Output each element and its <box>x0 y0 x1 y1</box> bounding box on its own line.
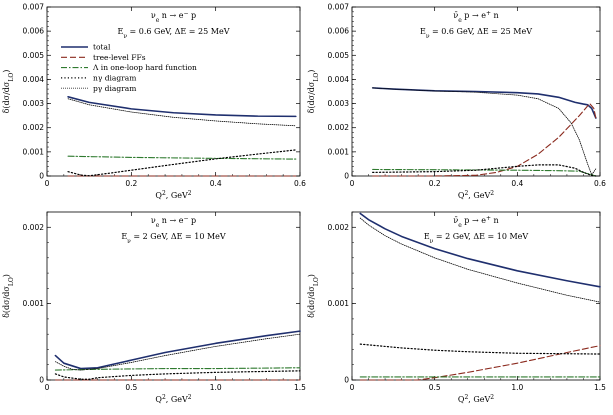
plot-frame <box>351 6 601 177</box>
series-line-ngamma <box>372 164 597 177</box>
x-tick-label: 0.4 <box>511 179 523 188</box>
y-tick-label: 0.002 <box>328 223 350 232</box>
y-axis-label: δ(dσ/dσLO) <box>2 274 15 318</box>
y-tick-label: 0.003 <box>328 99 350 108</box>
y-tick-label: 0 <box>39 376 44 385</box>
series-line-ngamma <box>67 149 297 177</box>
x-axis-label: Q2, GeV2 <box>155 190 191 201</box>
y-tick-label: 0.005 <box>328 51 350 60</box>
series-line-pgamma <box>372 87 597 176</box>
y-axis-label: δ(dσ/dσLO) <box>307 274 320 318</box>
x-tick-label: 0.5 <box>125 383 137 392</box>
x-tick-label: 0 <box>350 179 355 188</box>
y-axis-label: δ(dσ/dσLO) <box>307 70 320 114</box>
chart-panel-top-left: 0 0.2 0.4 0.6 0 0.001 0.002 0.003 0.004 0.005 0.00… <box>2 3 306 201</box>
y-tick-label: 0.002 <box>328 123 350 132</box>
y-tick-label: 0.003 <box>23 99 45 108</box>
series-line-pgamma <box>359 217 601 303</box>
series-line-total <box>54 330 301 370</box>
series-line-tree <box>372 103 597 177</box>
plot-frame <box>351 211 601 381</box>
y-tick-label: 0.001 <box>328 299 350 308</box>
y-tick-label: 0.001 <box>23 147 45 156</box>
x-axis-label: Q2, GeV2 <box>458 394 494 405</box>
chart-panel-top-right: 0 0.2 0.4 0.6 0 0.001 0.002 0.003 0.004 0.005 0.00… <box>307 3 606 201</box>
x-tick-label: 0.2 <box>429 179 441 188</box>
x-tick-label: 1.0 <box>210 383 222 392</box>
y-tick-label: 0.006 <box>328 27 350 36</box>
x-axis-label: Q2, GeV2 <box>155 394 191 405</box>
x-tick-label: 1.0 <box>511 383 523 392</box>
panel-title: ν̄e p → e+ n <box>453 215 498 229</box>
x-tick-label: 0 <box>45 179 50 188</box>
y-axis-label: δ(dσ/dσLO) <box>2 70 15 114</box>
series-line-total <box>67 96 297 118</box>
series-line-pgamma <box>67 98 297 127</box>
y-tick-label: 0.007 <box>328 3 350 12</box>
series-line-total <box>359 212 601 288</box>
series-line-ngamma <box>359 343 601 355</box>
x-tick-label: 0.5 <box>429 383 441 392</box>
x-tick-label: 0 <box>350 383 355 392</box>
series-line-pgamma <box>55 333 301 371</box>
y-tick-label: 0 <box>344 376 349 385</box>
series-line-ngamma <box>54 370 301 380</box>
y-tick-label: 0 <box>39 172 44 181</box>
y-tick-label: 0.006 <box>23 27 45 36</box>
y-tick-label: 0.004 <box>23 75 45 84</box>
panel-title: νe n → e− p <box>151 215 196 229</box>
chart-panel-bottom-left: 0 0.5 1.0 1.5 0 0.001 0.002 Q2, GeV2 δ(dσ/dσLO) ν… <box>2 211 306 405</box>
x-axis-label: Q2, GeV2 <box>458 190 494 201</box>
y-tick-label: 0.001 <box>328 147 350 156</box>
x-tick-label: 1.5 <box>294 383 306 392</box>
y-tick-label: 0.001 <box>23 299 45 308</box>
chart-panel-bottom-right: 0 0.5 1.0 1.5 0 0.001 0.002 Q2, GeV2 δ(dσ/dσLO) ν… <box>307 211 606 405</box>
y-tick-label: 0.007 <box>23 3 45 12</box>
y-tick-label: 0.005 <box>23 51 45 60</box>
y-tick-label: 0.002 <box>23 223 45 232</box>
x-tick-label: 0.4 <box>210 179 222 188</box>
x-tick-label: 0 <box>45 383 50 392</box>
panel-title: νe n → e− p <box>151 10 196 24</box>
y-tick-label: 0.002 <box>23 123 45 132</box>
legend-label-ngamma: nγ diagram <box>93 74 136 83</box>
series-line-lambda <box>372 168 597 177</box>
legend-label-lambda: Λ in one-loop hard function <box>92 63 197 72</box>
x-tick-label: 0.6 <box>294 179 306 188</box>
panel-annotation: Eν = 2 GeV, ΔE = 10 MeV <box>121 232 226 245</box>
y-tick-label: 0.004 <box>328 75 350 84</box>
panel-annotation: Eν = 2 GeV, ΔE = 10 MeV <box>424 232 529 245</box>
panel-annotation: Eν = 0.6 GeV, ΔE = 25 MeV <box>118 27 230 40</box>
legend-label-tree: tree-level FFs <box>93 53 146 62</box>
panel-annotation: Eν = 0.6 GeV, ΔE = 25 MeV <box>420 27 532 40</box>
panel-title: ν̄e p → e+ n <box>453 10 498 24</box>
x-tick-label: 0.6 <box>594 179 606 188</box>
series-line-tree <box>359 345 601 381</box>
y-tick-label: 0 <box>344 172 349 181</box>
series-line-total <box>371 87 597 119</box>
legend-label-total: total <box>93 43 111 52</box>
x-tick-label: 0.2 <box>125 179 137 188</box>
legend-label-pgamma: pγ diagram <box>93 84 136 93</box>
x-tick-label: 1.5 <box>594 383 606 392</box>
panels: 0 0.2 0.4 0.6 0 0.001 0.002 0.003 0.004 0.005 0.00… <box>2 3 606 405</box>
series-line-lambda <box>67 155 297 160</box>
